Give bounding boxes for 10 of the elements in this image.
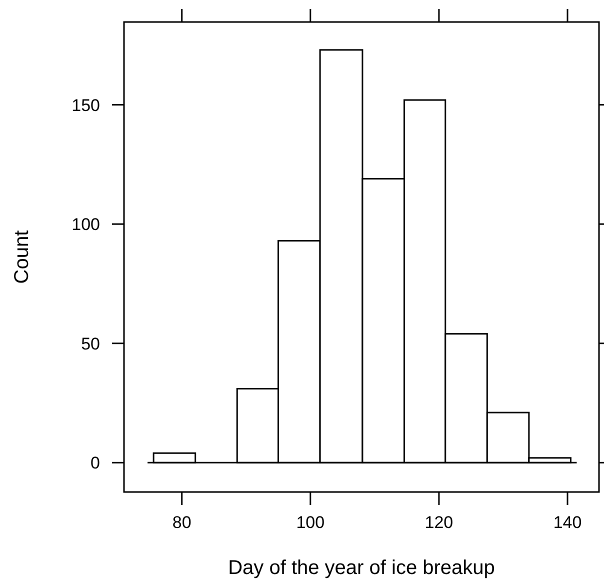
x-tick-label: 140	[553, 513, 582, 532]
x-axis-title: Day of the year of ice breakup	[228, 557, 495, 579]
x-tick-label: 80	[172, 513, 192, 532]
y-tick-label: 150	[72, 96, 100, 115]
x-tick-label: 120	[424, 513, 454, 532]
y-tick-label: 0	[90, 454, 100, 473]
y-tick-label: 100	[72, 215, 100, 234]
y-tick-label: 50	[81, 334, 100, 354]
y-axis-title: Count	[11, 230, 33, 284]
x-tick-label: 100	[296, 513, 325, 532]
